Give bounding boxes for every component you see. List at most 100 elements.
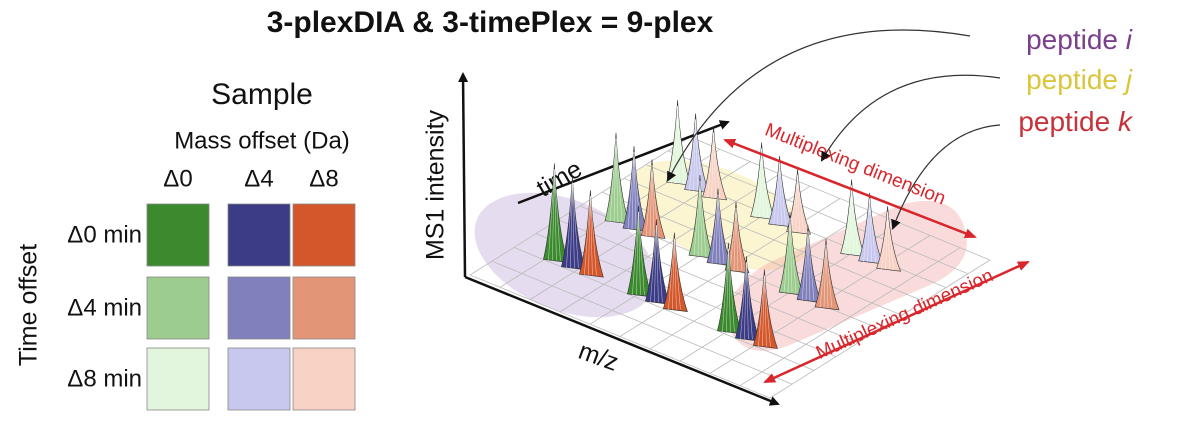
- peak-stripe: [632, 211, 639, 295]
- peak-stripe: [649, 165, 653, 237]
- sample-square: [146, 347, 210, 411]
- row-label: Δ4 min: [67, 294, 142, 321]
- peak-stripe: [728, 248, 735, 332]
- peak-stripe: [740, 262, 747, 340]
- peak-stripe: [717, 194, 721, 264]
- peptide-label: peptide j: [1026, 64, 1133, 95]
- peak-stripe: [572, 182, 575, 268]
- peak-stripe: [590, 196, 597, 276]
- peptide-label: peptide i: [1026, 24, 1133, 55]
- title: 3-plexDIA & 3-timePlex = 9-plex: [267, 6, 714, 39]
- peak-stripe: [609, 138, 617, 222]
- peak-stripe: [631, 152, 635, 230]
- peak-stripe: [570, 182, 573, 268]
- peak-stripe: [548, 169, 555, 261]
- peak-stripe: [711, 132, 714, 198]
- peak-stripe: [677, 106, 684, 184]
- peak-stripe: [722, 248, 729, 332]
- peptide-letter: i: [1126, 24, 1133, 55]
- peak-stripe: [697, 181, 701, 257]
- peak-stripe: [588, 196, 591, 276]
- peak-stripe: [746, 262, 753, 340]
- peak-stripe: [677, 106, 680, 184]
- peak-stripe: [554, 169, 557, 261]
- row-label: Δ0 min: [67, 221, 142, 248]
- peak-stripe: [695, 119, 698, 191]
- sample-title: Sample: [211, 78, 313, 111]
- sample-square: [227, 347, 291, 411]
- peak-stripe: [654, 225, 657, 303]
- peak-stripe: [746, 262, 749, 340]
- peak-stripe: [693, 119, 696, 191]
- peak-stripe: [713, 132, 720, 198]
- peak-stripe: [699, 181, 703, 257]
- peak-stripe: [675, 106, 678, 184]
- peptide-letter: j: [1122, 64, 1133, 95]
- row-header: Time offset: [15, 244, 43, 366]
- peak-stripe: [572, 182, 579, 268]
- peak-stripe: [717, 194, 725, 264]
- peak-stripe: [590, 196, 593, 276]
- row-label: Δ8 min: [67, 365, 142, 392]
- peak-stripe: [715, 194, 719, 264]
- peak-stripe: [615, 138, 619, 222]
- column-label: Δ8: [309, 165, 338, 192]
- dimension-arrow: [723, 138, 977, 239]
- peak-stripe: [726, 248, 729, 332]
- callout-line: [820, 74, 1001, 162]
- peak-stripe: [699, 181, 707, 257]
- column-label: Δ4: [244, 165, 273, 192]
- peak-stripe: [656, 225, 659, 303]
- peak-stripe: [656, 225, 663, 303]
- peak-stripe: [744, 262, 747, 340]
- peak-stripe: [645, 165, 653, 237]
- x-axis-label: m/z: [575, 337, 622, 377]
- peak-stripe: [613, 138, 617, 222]
- sample-square: [146, 276, 210, 340]
- peak-stripe: [711, 194, 719, 264]
- peak-stripe: [638, 211, 645, 295]
- sample-square: [146, 203, 210, 267]
- peak-stripe: [552, 169, 555, 261]
- peak-stripe: [627, 152, 635, 230]
- y-axis: [458, 72, 469, 278]
- peptide-name: peptide: [1018, 106, 1110, 137]
- column-header: Mass offset (Da): [174, 127, 350, 154]
- peak-stripe: [633, 152, 637, 230]
- peak-stripe: [638, 211, 641, 295]
- peak-stripe: [651, 165, 655, 237]
- x-axis: [464, 275, 780, 406]
- peptide-name: peptide: [1026, 24, 1118, 55]
- peak-stripe: [615, 138, 623, 222]
- sample-square: [292, 276, 356, 340]
- sample-square: [227, 276, 291, 340]
- sample-square: [227, 203, 291, 267]
- peak-stripe: [674, 238, 677, 310]
- callout-line: [891, 124, 1001, 230]
- y-axis-label: MS1 intensity: [422, 109, 450, 260]
- sample-square: [292, 347, 356, 411]
- peak-stripe: [728, 248, 731, 332]
- peak-stripe: [650, 225, 657, 303]
- peptide-name: peptide: [1026, 64, 1118, 95]
- peak-stripe: [707, 132, 714, 198]
- dimension-arrow: [763, 260, 1030, 384]
- peak-stripe: [674, 238, 681, 310]
- peak-stripe: [672, 238, 675, 310]
- peak-stripe: [636, 211, 639, 295]
- peptide-label: peptide k: [1018, 106, 1134, 137]
- peak-stripe: [584, 196, 591, 276]
- column-label: Δ0: [163, 165, 192, 192]
- peak-stripe: [689, 119, 696, 191]
- peak-stripe: [554, 169, 561, 261]
- peak-stripe: [693, 181, 701, 257]
- peptide-letter: k: [1118, 106, 1134, 137]
- peak-stripe: [566, 182, 573, 268]
- callout-line: [667, 29, 971, 182]
- sample-square: [292, 203, 356, 267]
- peak-stripe: [713, 132, 716, 198]
- peak-stripe: [668, 238, 675, 310]
- peak-stripe: [695, 119, 702, 191]
